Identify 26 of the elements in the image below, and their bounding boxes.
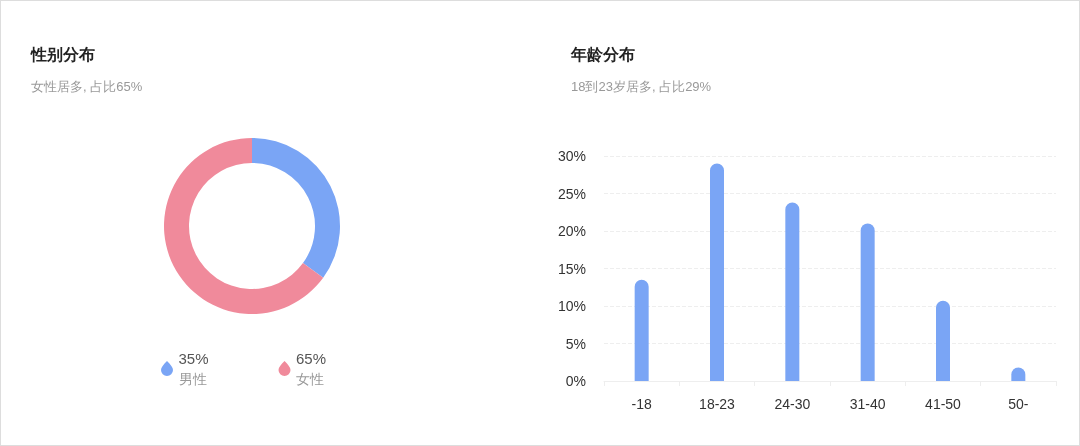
y-tick-label: 5% <box>565 335 586 352</box>
y-tick-label: 25% <box>557 185 586 202</box>
bar <box>710 163 724 381</box>
bar <box>860 223 875 381</box>
y-tick-label: 0% <box>565 373 586 389</box>
x-tick-label: 24-30 <box>774 396 811 412</box>
bar <box>634 279 649 381</box>
data-label: 65% <box>296 350 327 367</box>
legend-label: 男性 <box>178 370 207 387</box>
bar <box>785 202 800 381</box>
legend-label: 女性 <box>296 370 325 387</box>
x-tick-label: 50- <box>1008 396 1029 412</box>
y-tick-label: 15% <box>557 260 586 277</box>
chart-subtitle: 女性居多, 占比65% <box>31 79 143 94</box>
y-tick-label: 20% <box>557 223 586 239</box>
chart-title: 年龄分布 <box>570 45 635 63</box>
x-tick-label: 41-50 <box>925 396 962 412</box>
bar <box>936 300 950 381</box>
chart-subtitle: 18到23岁居多, 占比29% <box>571 79 712 94</box>
x-tick-label: -18 <box>631 396 652 412</box>
x-tick-label: 18-23 <box>699 396 736 412</box>
x-tick-label: 31-40 <box>849 396 886 412</box>
chart-title: 性别分布 <box>30 45 95 63</box>
data-label: 35% <box>178 350 209 367</box>
y-tick-label: 10% <box>557 298 586 314</box>
y-tick-label: 30% <box>557 148 586 164</box>
